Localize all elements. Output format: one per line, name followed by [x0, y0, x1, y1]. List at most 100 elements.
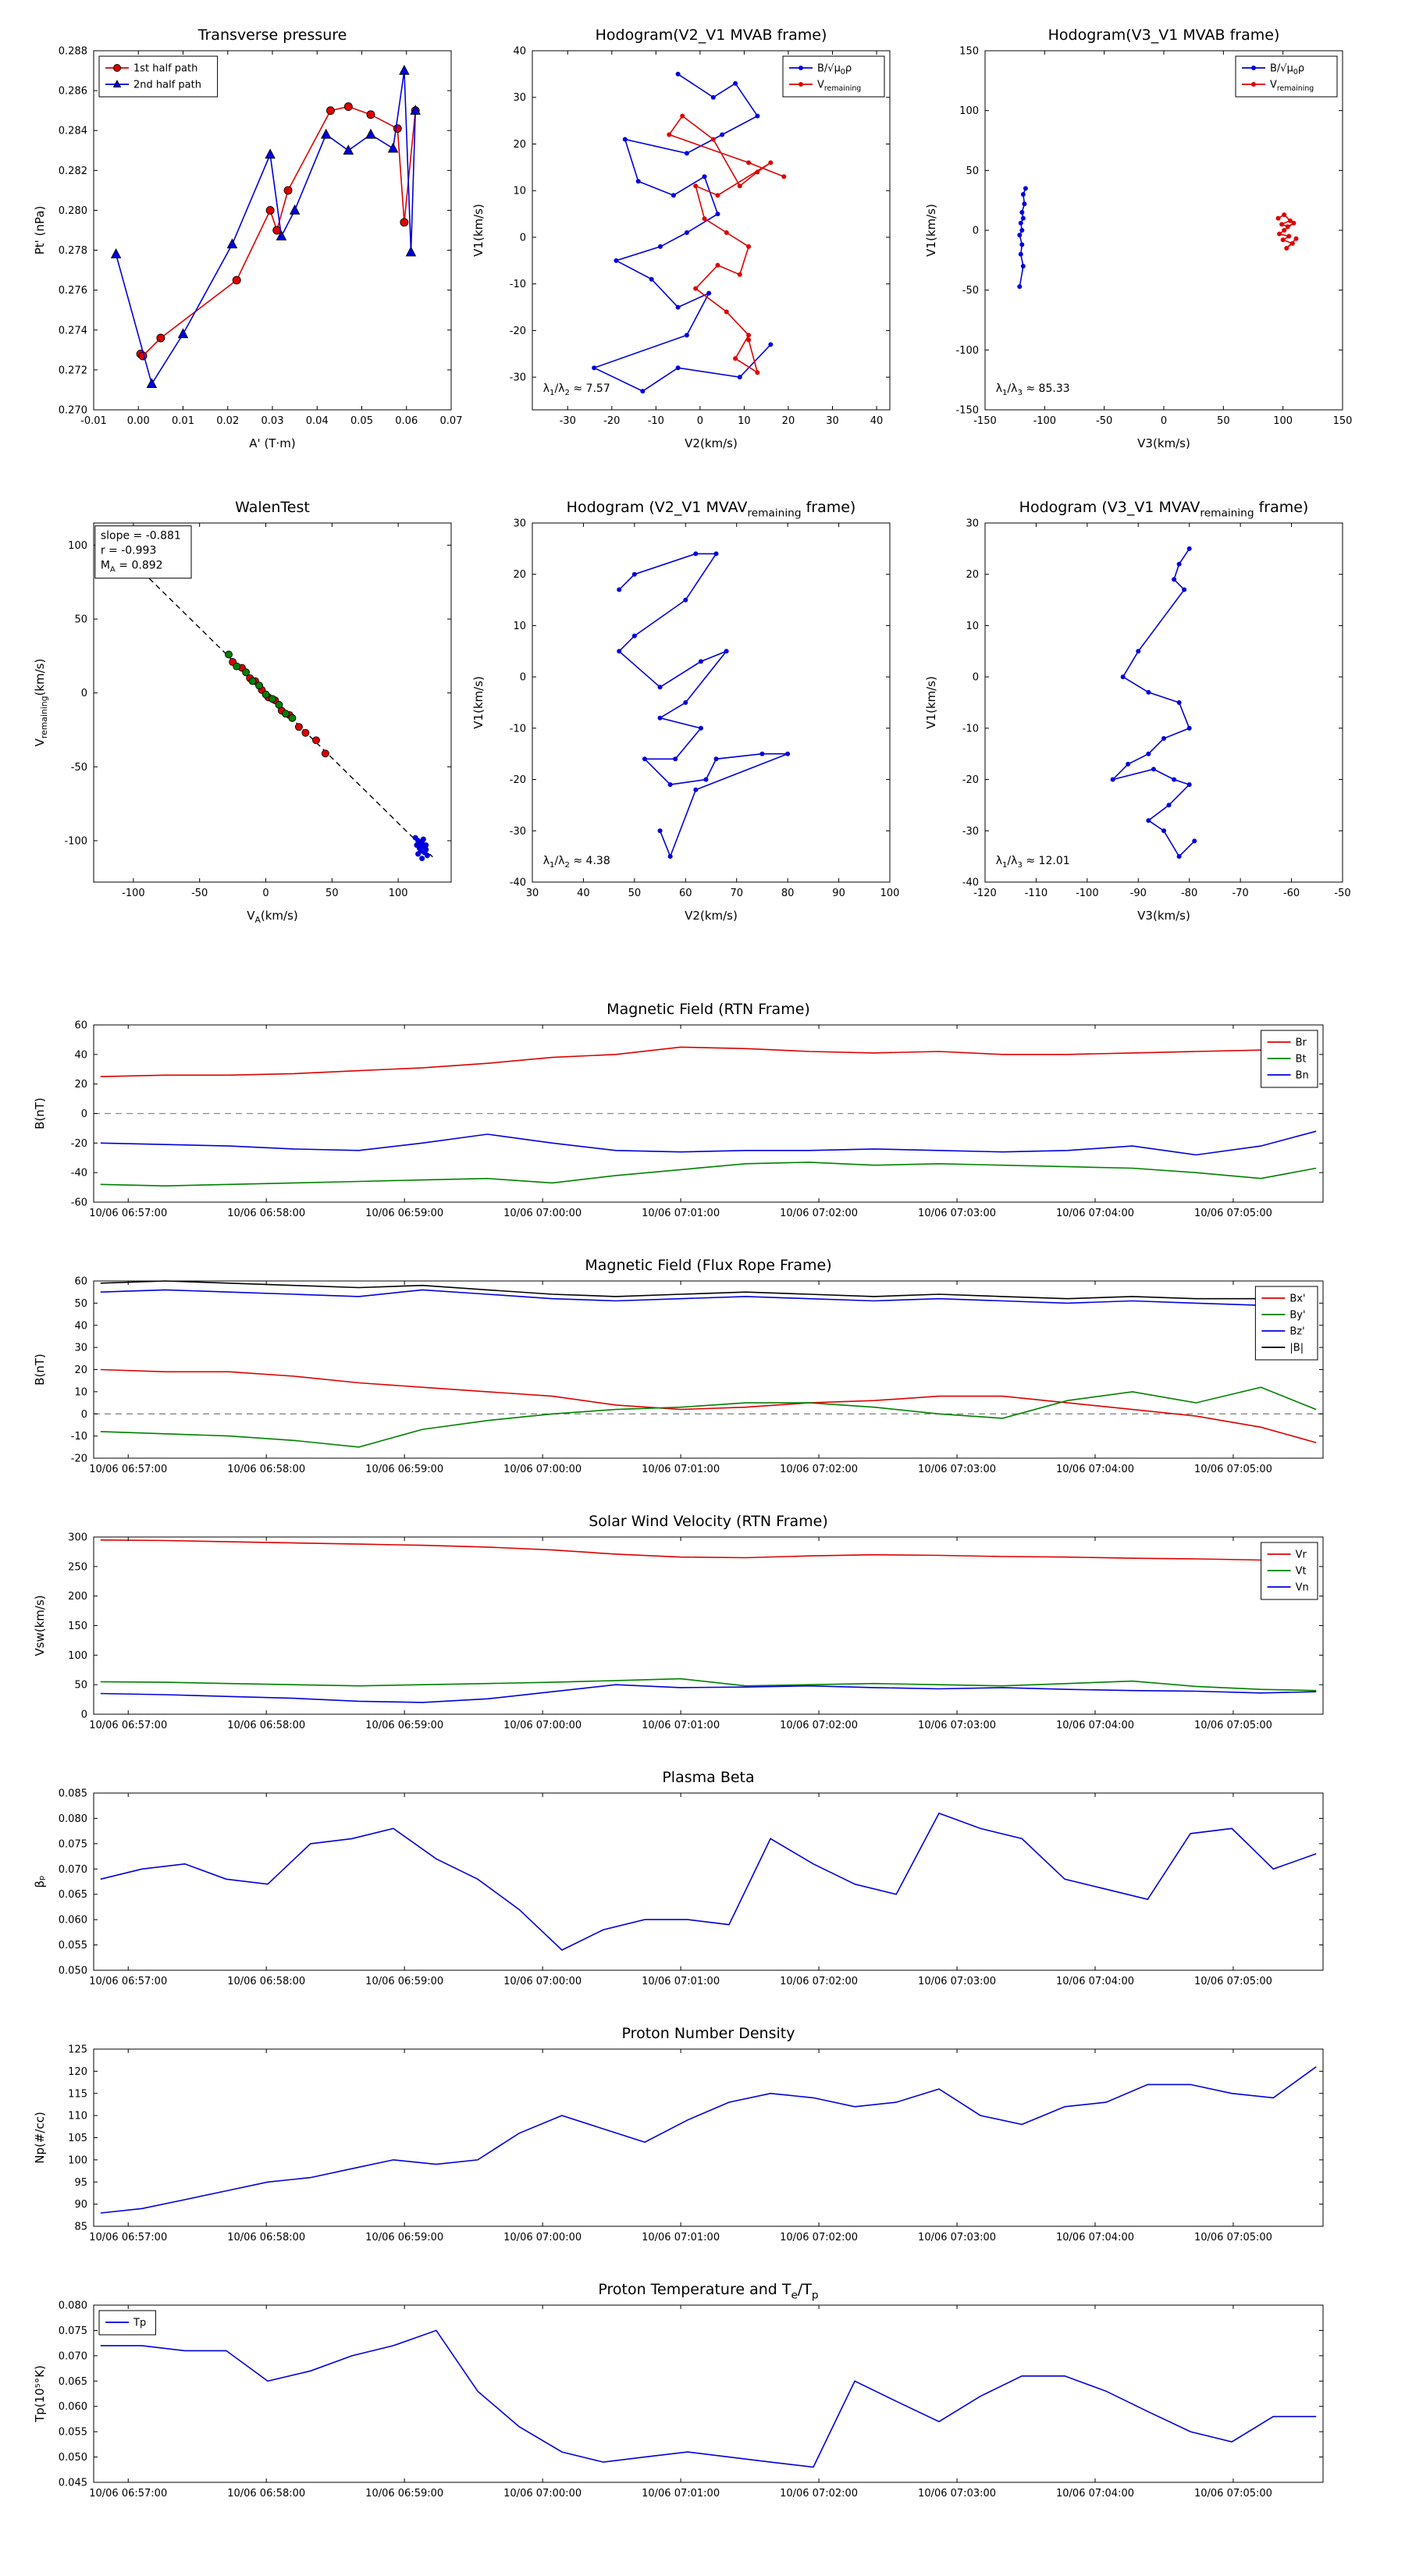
marker-circle — [301, 728, 310, 737]
panel-title: Proton Temperature and Te/Tp — [598, 2281, 818, 2301]
plasma-beta-chart: 10/06 06:57:00 10/06 06:58:00 10/06 06:59:… — [33, 1769, 1324, 1987]
x-tick-label: 10/06 07:01:00 — [642, 1720, 720, 1731]
x-tick-label: 10/06 07:03:00 — [918, 1464, 996, 1475]
x-tick-label: 60 — [679, 888, 692, 899]
y-tick-label: 10 — [513, 621, 526, 632]
x-tick-label: 10/06 07:00:00 — [503, 1208, 582, 1219]
marker-dot — [1022, 201, 1027, 207]
x-tick-label: 10/06 07:05:00 — [1194, 2488, 1272, 2500]
y-tick-label: -10 — [510, 723, 526, 735]
axes-frame — [93, 522, 452, 883]
marker-triangle — [110, 248, 122, 258]
marker-dot — [799, 66, 803, 70]
marker-dot — [768, 342, 774, 347]
y-tick-label: -30 — [510, 826, 526, 838]
proton-number-density-chart: 10/06 06:57:00 10/06 06:58:00 10/06 06:59:… — [33, 2025, 1324, 2243]
axes-frame — [532, 522, 891, 883]
y-tick-label: 0.288 — [59, 46, 87, 58]
x-tick-label: -30 — [560, 415, 576, 427]
x-tick-label: -70 — [1232, 888, 1249, 899]
x-axis-label: A' (T·m) — [249, 436, 295, 450]
legend-label: 1st half path — [133, 63, 197, 75]
y-tick-label: -60 — [71, 1197, 87, 1209]
panel-title: Transverse pressure — [197, 27, 347, 44]
marker-dot — [1176, 854, 1182, 859]
x-tick-label: -110 — [1025, 888, 1048, 899]
x-tick-label: 10/06 07:01:00 — [642, 2232, 720, 2243]
marker-dot — [657, 828, 663, 834]
marker-triangle — [320, 128, 332, 139]
y-tick-label: -30 — [510, 372, 526, 384]
legend-label: B/√μ0ρ — [1270, 63, 1304, 77]
marker-triangle — [365, 128, 376, 139]
x-tick-label: 10/06 07:04:00 — [1056, 2232, 1134, 2243]
marker-circle — [233, 662, 241, 671]
axes-frame — [984, 50, 1343, 411]
x-tick-label: 10/06 06:58:00 — [227, 2488, 305, 2500]
y-tick-label: 0.284 — [59, 126, 87, 137]
legend — [782, 55, 885, 98]
x-axis-label: V2(km/s) — [685, 436, 738, 450]
x-tick-label: 10/06 07:05:00 — [1194, 2232, 1272, 2243]
marker-dot — [1176, 561, 1182, 567]
legend-label: Vr — [1296, 1550, 1307, 1561]
y-tick-label: 105 — [68, 2133, 87, 2144]
panel-title: WalenTest — [235, 499, 310, 516]
y-tick-label: 0 — [81, 1710, 87, 1721]
marker-dot — [1120, 674, 1126, 680]
marker-dot — [698, 659, 703, 664]
series-markers — [110, 64, 421, 389]
y-tick-label: 0.065 — [59, 1889, 87, 1901]
x-tick-label: 10/06 06:58:00 — [227, 1976, 305, 1987]
legend-label: Vremaining — [817, 80, 861, 94]
y-axis-label: B(nT) — [33, 1354, 47, 1386]
y-tick-label: 60 — [74, 1276, 87, 1288]
x-tick-label: -80 — [1181, 888, 1197, 899]
marker-circle — [275, 700, 283, 709]
marker-dot — [635, 179, 641, 184]
legend-label: 2nd half path — [133, 80, 201, 91]
x-tick-label: -100 — [122, 888, 145, 899]
transverse-pressure-chart: -0.01 0.00 0.01 0.02 0.03 0.04 0.05 0.06 0.07 0.2… — [33, 27, 462, 450]
marker-dot — [1275, 215, 1281, 221]
series-markers — [1110, 546, 1197, 859]
y-tick-label: 0 — [81, 1108, 87, 1120]
series-line — [100, 1368, 1317, 1443]
stats-box — [94, 525, 192, 579]
y-tick-label: 110 — [68, 2111, 87, 2122]
marker-dot — [1166, 802, 1172, 808]
marker-triangle — [112, 80, 122, 88]
marker-dot — [703, 777, 709, 782]
y-tick-label: 10 — [966, 621, 979, 632]
legend-label: Tp — [133, 2318, 146, 2329]
y-tick-label: 100 — [68, 540, 87, 552]
marker-dot — [724, 229, 729, 235]
marker-dot — [693, 551, 699, 557]
x-tick-label: 10/06 06:58:00 — [227, 1720, 305, 1731]
x-tick-label: 10/06 07:04:00 — [1056, 2488, 1134, 2500]
y-tick-label: 90 — [74, 2199, 87, 2211]
y-tick-label: 100 — [68, 1650, 87, 1662]
x-tick-label: -150 — [973, 415, 997, 427]
y-tick-label: 150 — [959, 46, 979, 58]
legend-label: Vremaining — [1270, 80, 1314, 94]
marker-dot — [785, 751, 791, 756]
marker-dot — [424, 852, 430, 859]
x-tick-label: -90 — [1130, 888, 1147, 899]
panel-magnetic-field-flux-rope: 10/06 06:57:00 10/06 06:58:00 10/06 06:59:… — [23, 1251, 1335, 1501]
marker-circle — [156, 333, 165, 343]
panel-title: Solar Wind Velocity (RTN Frame) — [589, 1513, 828, 1530]
y-tick-label: 20 — [966, 569, 979, 581]
x-tick-label: 10/06 07:01:00 — [642, 1976, 720, 1987]
y-tick-label: 250 — [68, 1561, 87, 1573]
x-tick-label: 10/06 07:00:00 — [503, 2488, 582, 2500]
x-tick-label: 0.05 — [350, 415, 373, 427]
x-tick-label: 10/06 06:59:00 — [365, 1208, 443, 1219]
x-tick-label: 10/06 07:05:00 — [1194, 1976, 1272, 1987]
legend — [98, 55, 219, 98]
marker-dot — [1182, 587, 1187, 592]
y-tick-label: 0 — [81, 1409, 87, 1421]
marker-dot — [420, 836, 426, 842]
marker-circle — [366, 110, 375, 119]
x-tick-label: -20 — [603, 415, 620, 427]
